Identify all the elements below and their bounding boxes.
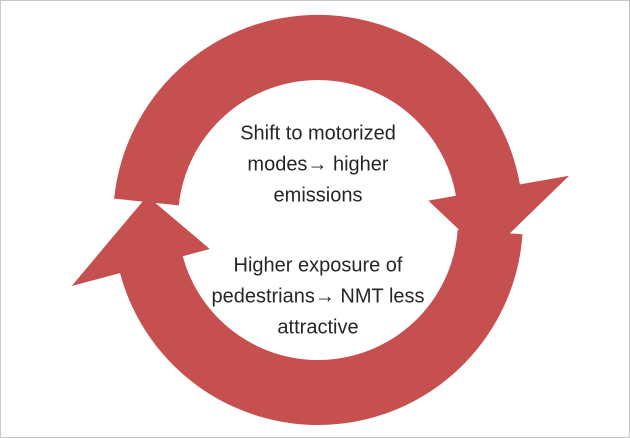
statement-line: attractive: [277, 316, 358, 338]
statement-line: Shift to motorized: [240, 122, 396, 144]
statement-line: emissions: [274, 184, 363, 206]
statement-line: modes→ higher: [247, 153, 389, 175]
statement: Higher exposure of pedestrians→ NMT less…: [211, 254, 424, 338]
statement-line: Higher exposure of: [234, 254, 403, 276]
cycle-arrow: [114, 14, 570, 256]
statement-line: pedestrians→ NMT less: [211, 285, 424, 307]
statement: Shift to motorized modes→ higher emissio…: [240, 122, 396, 206]
cycle-arrow: [71, 196, 523, 425]
